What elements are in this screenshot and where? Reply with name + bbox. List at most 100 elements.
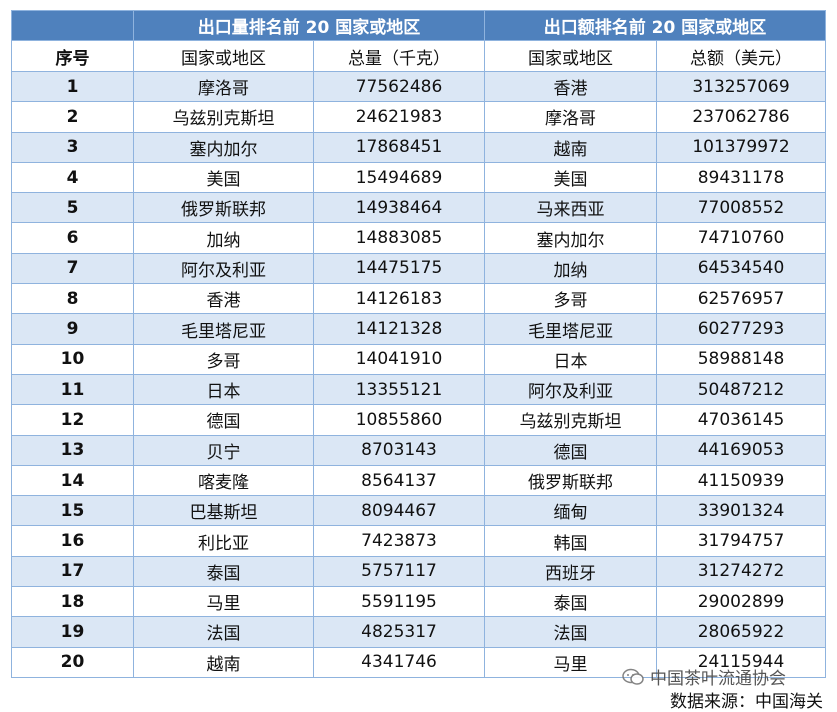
table-row: 14 喀麦隆 8564137 俄罗斯联邦 41150939 — [11, 464, 826, 497]
cell-country-value: 法国 — [484, 616, 657, 648]
cell-total-kg: 7423873 — [313, 525, 485, 557]
cell-country-value: 摩洛哥 — [484, 101, 657, 133]
cell-total-kg: 5591195 — [313, 586, 485, 618]
cell-rank: 7 — [11, 252, 134, 285]
cropped-caption — [0, 0, 837, 8]
cell-rank: 19 — [11, 616, 134, 648]
cell-total-usd: 237062786 — [656, 101, 826, 133]
cell-rank: 14 — [11, 464, 134, 497]
cell-country-volume: 多哥 — [133, 343, 314, 375]
watermark-text: 中国茶叶流通协会 — [650, 669, 786, 689]
cell-rank: 8 — [11, 283, 134, 315]
cell-country-volume: 俄罗斯联邦 — [133, 192, 314, 224]
cell-total-kg: 14883085 — [313, 222, 485, 254]
cell-rank: 3 — [11, 131, 134, 163]
cell-total-usd: 29002899 — [656, 586, 826, 618]
cell-country-value: 香港 — [484, 70, 657, 103]
cell-rank: 12 — [11, 404, 134, 436]
cell-total-kg: 10855860 — [313, 404, 485, 436]
cell-country-volume: 贝宁 — [133, 434, 314, 466]
table-row: 10 多哥 14041910 日本 58988148 — [11, 343, 826, 375]
cell-rank: 18 — [11, 586, 134, 618]
cell-country-volume: 香港 — [133, 283, 314, 315]
cell-rank: 17 — [11, 555, 134, 588]
cell-country-value: 德国 — [484, 434, 657, 466]
cell-total-kg: 8564137 — [313, 464, 485, 497]
cell-total-usd: 44169053 — [656, 434, 826, 466]
cell-total-usd: 60277293 — [656, 313, 826, 345]
table-row: 19 法国 4825317 法国 28065922 — [11, 616, 826, 648]
cell-country-volume: 塞内加尔 — [133, 131, 314, 163]
cell-total-usd: 62576957 — [656, 283, 826, 315]
table-row: 18 马里 5591195 泰国 29002899 — [11, 586, 826, 618]
cell-country-value: 泰国 — [484, 586, 657, 618]
cell-rank: 16 — [11, 525, 134, 557]
data-source-note: 数据来源：中国海关 — [670, 692, 823, 712]
cell-country-value: 加纳 — [484, 252, 657, 285]
cell-total-usd: 50487212 — [656, 373, 826, 406]
cell-country-volume: 越南 — [133, 646, 314, 678]
column-header-country-value: 国家或地区 — [484, 40, 657, 72]
table-row: 15 巴基斯坦 8094467 缅甸 33901324 — [11, 495, 826, 527]
cell-total-kg: 14121328 — [313, 313, 485, 345]
cell-total-usd: 77008552 — [656, 192, 826, 224]
wechat-icon — [622, 668, 644, 685]
cell-total-kg: 8094467 — [313, 495, 485, 527]
cell-total-kg: 5757117 — [313, 555, 485, 588]
cell-country-volume: 喀麦隆 — [133, 464, 314, 497]
cell-rank: 15 — [11, 495, 134, 527]
cell-country-volume: 巴基斯坦 — [133, 495, 314, 527]
cell-country-value: 越南 — [484, 131, 657, 163]
cell-total-kg: 77562486 — [313, 70, 485, 103]
column-header-total-kg: 总量（千克） — [313, 40, 485, 72]
table-body: 1 摩洛哥 77562486 香港 313257069 2 乌兹别克斯坦 24621983 摩洛… — [11, 70, 826, 678]
cell-country-value: 俄罗斯联邦 — [484, 464, 657, 497]
cell-total-kg: 14475175 — [313, 252, 485, 285]
cell-total-usd: 64534540 — [656, 252, 826, 285]
table-row: 20 越南 4341746 马里 24115944 — [11, 646, 826, 678]
cell-country-value: 阿尔及利亚 — [484, 373, 657, 406]
table-row: 5 俄罗斯联邦 14938464 马来西亚 77008552 — [11, 192, 826, 224]
cell-country-value: 缅甸 — [484, 495, 657, 527]
cell-total-usd: 74710760 — [656, 222, 826, 254]
cell-total-kg: 14041910 — [313, 343, 485, 375]
cell-total-usd: 47036145 — [656, 404, 826, 436]
table-row: 11 日本 13355121 阿尔及利亚 50487212 — [11, 373, 826, 406]
cell-total-kg: 14126183 — [313, 283, 485, 315]
cell-total-kg: 4825317 — [313, 616, 485, 648]
cell-country-volume: 泰国 — [133, 555, 314, 588]
table-row: 4 美国 15494689 美国 89431178 — [11, 161, 826, 194]
group-header-value: 出口额排名前 20 国家或地区 — [484, 10, 826, 41]
cell-total-kg: 15494689 — [313, 161, 485, 194]
table-row: 3 塞内加尔 17868451 越南 101379972 — [11, 131, 826, 163]
cell-total-usd: 31794757 — [656, 525, 826, 557]
cell-total-usd: 41150939 — [656, 464, 826, 497]
cell-total-usd: 58988148 — [656, 343, 826, 375]
cell-total-usd: 313257069 — [656, 70, 826, 103]
cell-rank: 13 — [11, 434, 134, 466]
cell-country-volume: 毛里塔尼亚 — [133, 313, 314, 345]
group-header-row: 出口量排名前 20 国家或地区 出口额排名前 20 国家或地区 — [11, 10, 826, 41]
cell-country-value: 马里 — [484, 646, 657, 678]
cell-total-kg: 24621983 — [313, 101, 485, 133]
cell-country-value: 日本 — [484, 343, 657, 375]
cell-rank: 9 — [11, 313, 134, 345]
watermark: 中国茶叶流通协会 — [622, 664, 786, 689]
table-row: 8 香港 14126183 多哥 62576957 — [11, 283, 826, 315]
table-row: 16 利比亚 7423873 韩国 31794757 — [11, 525, 826, 557]
cell-total-usd: 33901324 — [656, 495, 826, 527]
table-row: 17 泰国 5757117 西班牙 31274272 — [11, 555, 826, 588]
cell-rank: 1 — [11, 70, 134, 103]
cell-rank: 4 — [11, 161, 134, 194]
cell-country-volume: 美国 — [133, 161, 314, 194]
table-row: 12 德国 10855860 乌兹别克斯坦 47036145 — [11, 404, 826, 436]
cell-country-volume: 摩洛哥 — [133, 70, 314, 103]
cell-country-value: 毛里塔尼亚 — [484, 313, 657, 345]
cell-country-value: 韩国 — [484, 525, 657, 557]
table-row: 13 贝宁 8703143 德国 44169053 — [11, 434, 826, 466]
cell-country-value: 乌兹别克斯坦 — [484, 404, 657, 436]
cell-country-volume: 法国 — [133, 616, 314, 648]
cell-country-value: 多哥 — [484, 283, 657, 315]
table-row: 7 阿尔及利亚 14475175 加纳 64534540 — [11, 252, 826, 285]
cell-country-volume: 阿尔及利亚 — [133, 252, 314, 285]
